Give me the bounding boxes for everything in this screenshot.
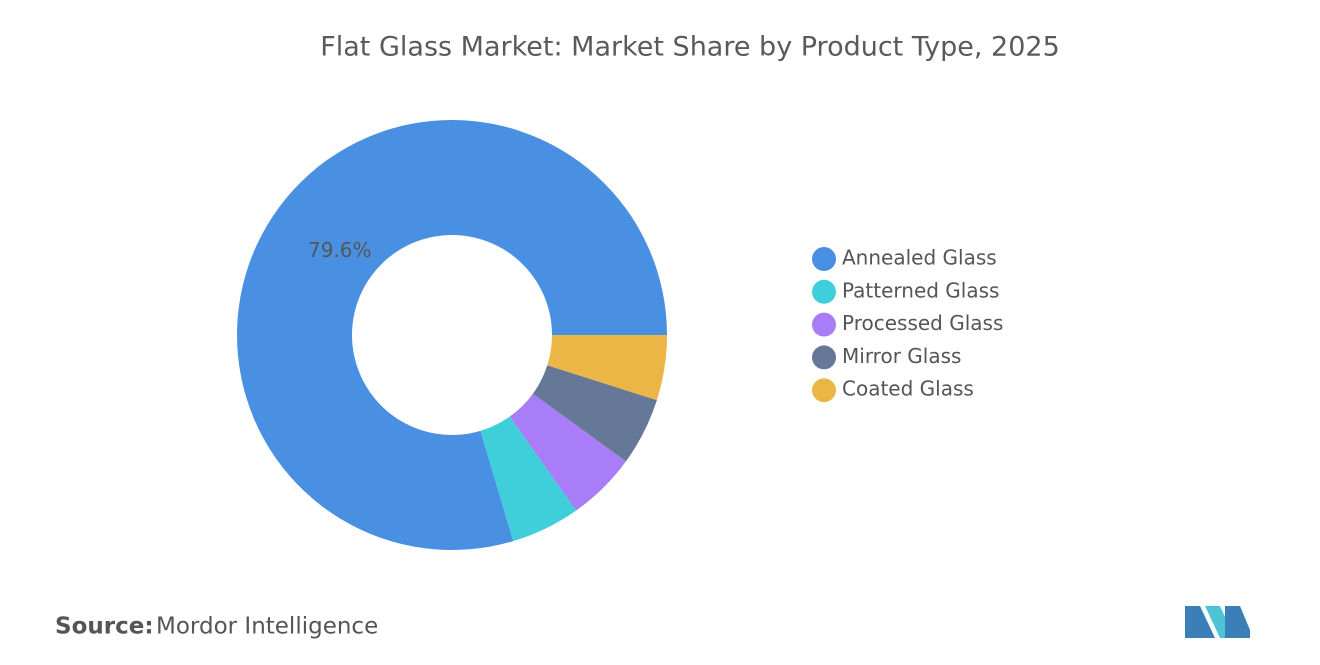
legend-label: Processed Glass [842, 311, 1003, 335]
source: Mordor Intelligence [156, 614, 378, 640]
legend-marker [812, 279, 836, 304]
logo [1185, 606, 1250, 638]
legend-marker [812, 247, 836, 271]
chart-title: Flat Glass Market: Market Share by Produ… [320, 32, 1060, 63]
legend-label: Patterned Glass [842, 278, 999, 302]
donut-slice [547, 335, 667, 401]
source-label: Source: [55, 614, 154, 640]
legend-marker [812, 378, 836, 403]
legend-label: Annealed Glass [842, 246, 997, 270]
donut-slice [532, 365, 657, 462]
legend-marker [812, 312, 836, 337]
data-label: 79.6% [308, 238, 372, 262]
donut-slice [237, 119, 668, 551]
donut-slice [509, 393, 626, 511]
legend-marker [812, 345, 836, 370]
legend-label: Mirror Glass [842, 344, 961, 368]
donut-slice [480, 416, 577, 542]
legend-label: Coated Glass [842, 377, 974, 401]
